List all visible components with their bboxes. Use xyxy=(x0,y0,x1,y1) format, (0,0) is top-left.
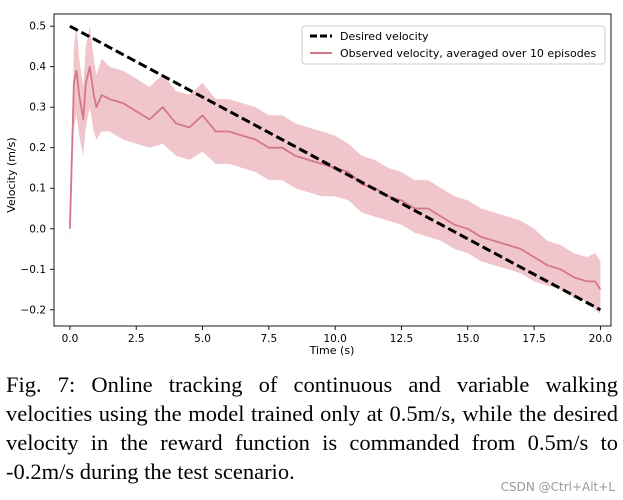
y-tick-label: 0.1 xyxy=(29,183,46,195)
y-tick-label: 0.2 xyxy=(29,142,46,154)
legend-box xyxy=(301,25,606,65)
watermark: CSDN @Ctrl+Alt+L xyxy=(500,480,615,494)
y-tick-label: 0.3 xyxy=(29,102,46,114)
y-axis-label: Velocity (m/s) xyxy=(5,137,18,212)
velocity-chart: 0.0 2.5 5.0 7.5 10.0 12.5 15.0 17.5 20.0 −0.2−0.… xyxy=(5,13,612,357)
legend-label-desired: Desired velocity xyxy=(340,30,429,43)
series-layer xyxy=(69,24,602,312)
x-tick-label: 0.0 xyxy=(62,333,79,345)
y-tick-label: −0.2 xyxy=(21,304,47,316)
x-tick-label: 5.0 xyxy=(194,333,211,345)
x-ticks: 0.0 2.5 5.0 7.5 10.0 12.5 15.0 17.5 20.0 xyxy=(62,326,612,345)
y-tick-label: 0.5 xyxy=(29,21,46,33)
desired-velocity-line xyxy=(69,24,602,312)
figure-caption: Fig. 7: Online tracking of continuous an… xyxy=(6,372,618,484)
legend-label-observed: Observed velocity, averaged over 10 epis… xyxy=(340,47,596,60)
x-tick-label: 20.0 xyxy=(589,333,612,345)
y-tick-label: −0.1 xyxy=(21,264,47,276)
x-tick-label: 10.0 xyxy=(323,333,346,345)
y-tick-label: 0.0 xyxy=(29,223,46,235)
y-tick-label: 0.4 xyxy=(29,61,46,73)
legend: Desired velocity Observed velocity, aver… xyxy=(301,25,606,65)
x-tick-label: 2.5 xyxy=(128,333,145,345)
y-ticks: −0.2 −0.1 0.0 0.1 0.2 0.3 0.4 0.5 xyxy=(21,21,54,316)
x-tick-label: 17.5 xyxy=(522,333,545,345)
x-tick-label: 7.5 xyxy=(260,333,277,345)
x-tick-label: 15.0 xyxy=(456,333,479,345)
observed-velocity-line xyxy=(69,65,602,290)
x-tick-label: 12.5 xyxy=(390,333,413,345)
x-axis-label: Time (s) xyxy=(309,344,355,357)
